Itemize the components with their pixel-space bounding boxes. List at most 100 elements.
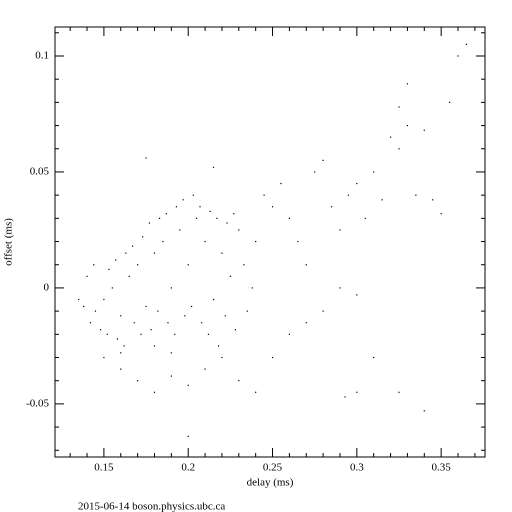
point — [207, 333, 210, 335]
point — [288, 333, 290, 335]
point — [238, 380, 240, 382]
point — [187, 435, 189, 437]
point — [120, 352, 122, 354]
point — [398, 148, 400, 150]
x-tick-label: 0.35 — [432, 462, 452, 474]
plot-frame — [54, 26, 486, 458]
point — [165, 213, 167, 215]
point — [201, 322, 203, 324]
point — [398, 106, 400, 108]
point — [243, 264, 245, 266]
point — [246, 310, 248, 312]
point — [314, 171, 316, 173]
point — [153, 391, 156, 393]
point — [182, 199, 184, 201]
x-axis-label: delay (ms) — [247, 477, 294, 489]
y-tick-label: 0.05 — [30, 165, 50, 177]
point — [465, 43, 468, 45]
point — [212, 298, 215, 301]
point — [142, 236, 144, 238]
footer: 2015-06-14 boson.physics.ubc.ca — [78, 501, 225, 512]
point — [131, 245, 134, 247]
point — [190, 305, 193, 308]
point — [423, 410, 425, 412]
point — [212, 166, 215, 168]
point — [356, 391, 358, 393]
point — [356, 294, 358, 296]
point — [339, 229, 341, 231]
point — [133, 322, 135, 324]
point — [226, 222, 228, 224]
x-tick-label: 0.2 — [181, 462, 195, 474]
y-tick-label: 0.1 — [35, 50, 49, 62]
point — [297, 240, 299, 243]
point — [381, 199, 383, 201]
point — [415, 194, 417, 196]
point — [448, 101, 451, 103]
point — [221, 252, 223, 254]
point — [157, 310, 159, 312]
point — [153, 252, 156, 254]
point — [162, 240, 164, 243]
point — [153, 345, 156, 347]
point — [145, 157, 147, 159]
point — [86, 275, 88, 277]
point — [234, 329, 237, 331]
point — [184, 315, 186, 317]
point — [108, 268, 110, 270]
x-tick-label: 0.25 — [263, 462, 283, 474]
point — [125, 252, 127, 254]
point — [115, 259, 117, 261]
point — [229, 275, 231, 277]
point — [224, 315, 226, 317]
point — [373, 356, 375, 359]
point — [440, 213, 442, 215]
point — [238, 229, 240, 231]
point — [406, 124, 409, 127]
point — [389, 136, 392, 138]
point — [99, 329, 102, 331]
point — [364, 217, 366, 219]
point — [128, 275, 130, 277]
point — [288, 217, 290, 219]
point — [457, 55, 459, 57]
point — [148, 222, 151, 224]
point — [170, 287, 172, 289]
point — [204, 240, 206, 243]
point — [221, 356, 223, 359]
point — [150, 329, 152, 331]
point — [137, 380, 139, 382]
point — [187, 384, 189, 386]
point — [137, 264, 139, 266]
point — [167, 322, 169, 324]
point — [140, 333, 142, 335]
point — [347, 194, 350, 196]
point — [179, 229, 181, 231]
point — [120, 368, 122, 370]
x-tick-label: 0.15 — [94, 462, 114, 474]
point — [93, 264, 95, 266]
y-tick-label: -0.05 — [26, 397, 49, 409]
point — [373, 171, 375, 173]
point — [251, 287, 253, 289]
point — [209, 210, 211, 212]
point — [432, 199, 434, 201]
point — [123, 345, 125, 347]
point — [216, 217, 218, 219]
point — [280, 182, 282, 185]
point — [255, 240, 257, 243]
point — [217, 345, 220, 347]
point — [339, 287, 341, 289]
point — [174, 333, 176, 335]
point — [111, 287, 113, 289]
point — [89, 322, 92, 324]
point — [356, 182, 358, 185]
point — [271, 206, 274, 208]
point — [170, 352, 172, 354]
point — [305, 322, 307, 324]
point — [255, 391, 257, 393]
point — [398, 391, 400, 393]
point — [204, 368, 206, 370]
point — [322, 310, 324, 312]
